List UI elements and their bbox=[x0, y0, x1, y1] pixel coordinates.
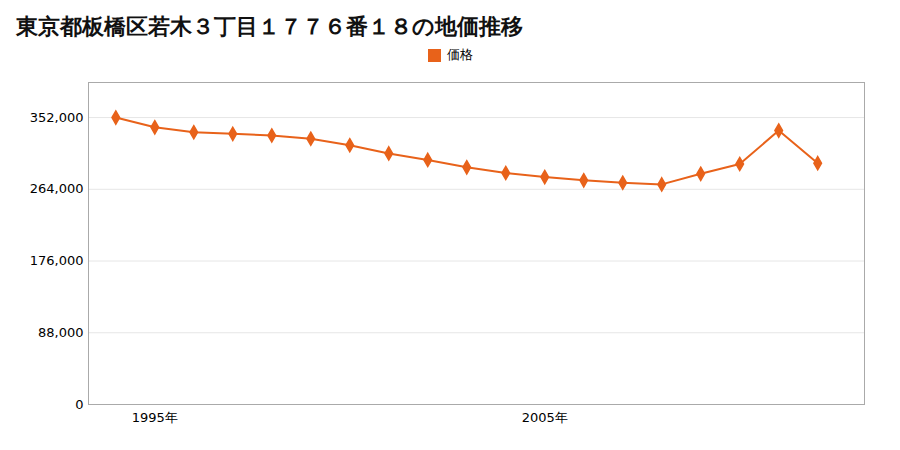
svg-text:1995年: 1995年 bbox=[132, 410, 178, 425]
svg-text:2005年: 2005年 bbox=[522, 410, 568, 425]
svg-text:352,000: 352,000 bbox=[30, 110, 84, 125]
html-text:東京都板橋区若木３丁目１７７６番１８の地価推移: 東京都板橋区若木３丁目１７７６番１８の地価推移 bbox=[16, 14, 523, 39]
svg-text:264,000: 264,000 bbox=[30, 181, 84, 196]
svg-text:0: 0 bbox=[75, 397, 83, 412]
svg-text:176,000: 176,000 bbox=[30, 253, 84, 268]
html-text:価格: 価格 bbox=[446, 47, 473, 62]
svg-text:88,000: 88,000 bbox=[38, 325, 84, 340]
